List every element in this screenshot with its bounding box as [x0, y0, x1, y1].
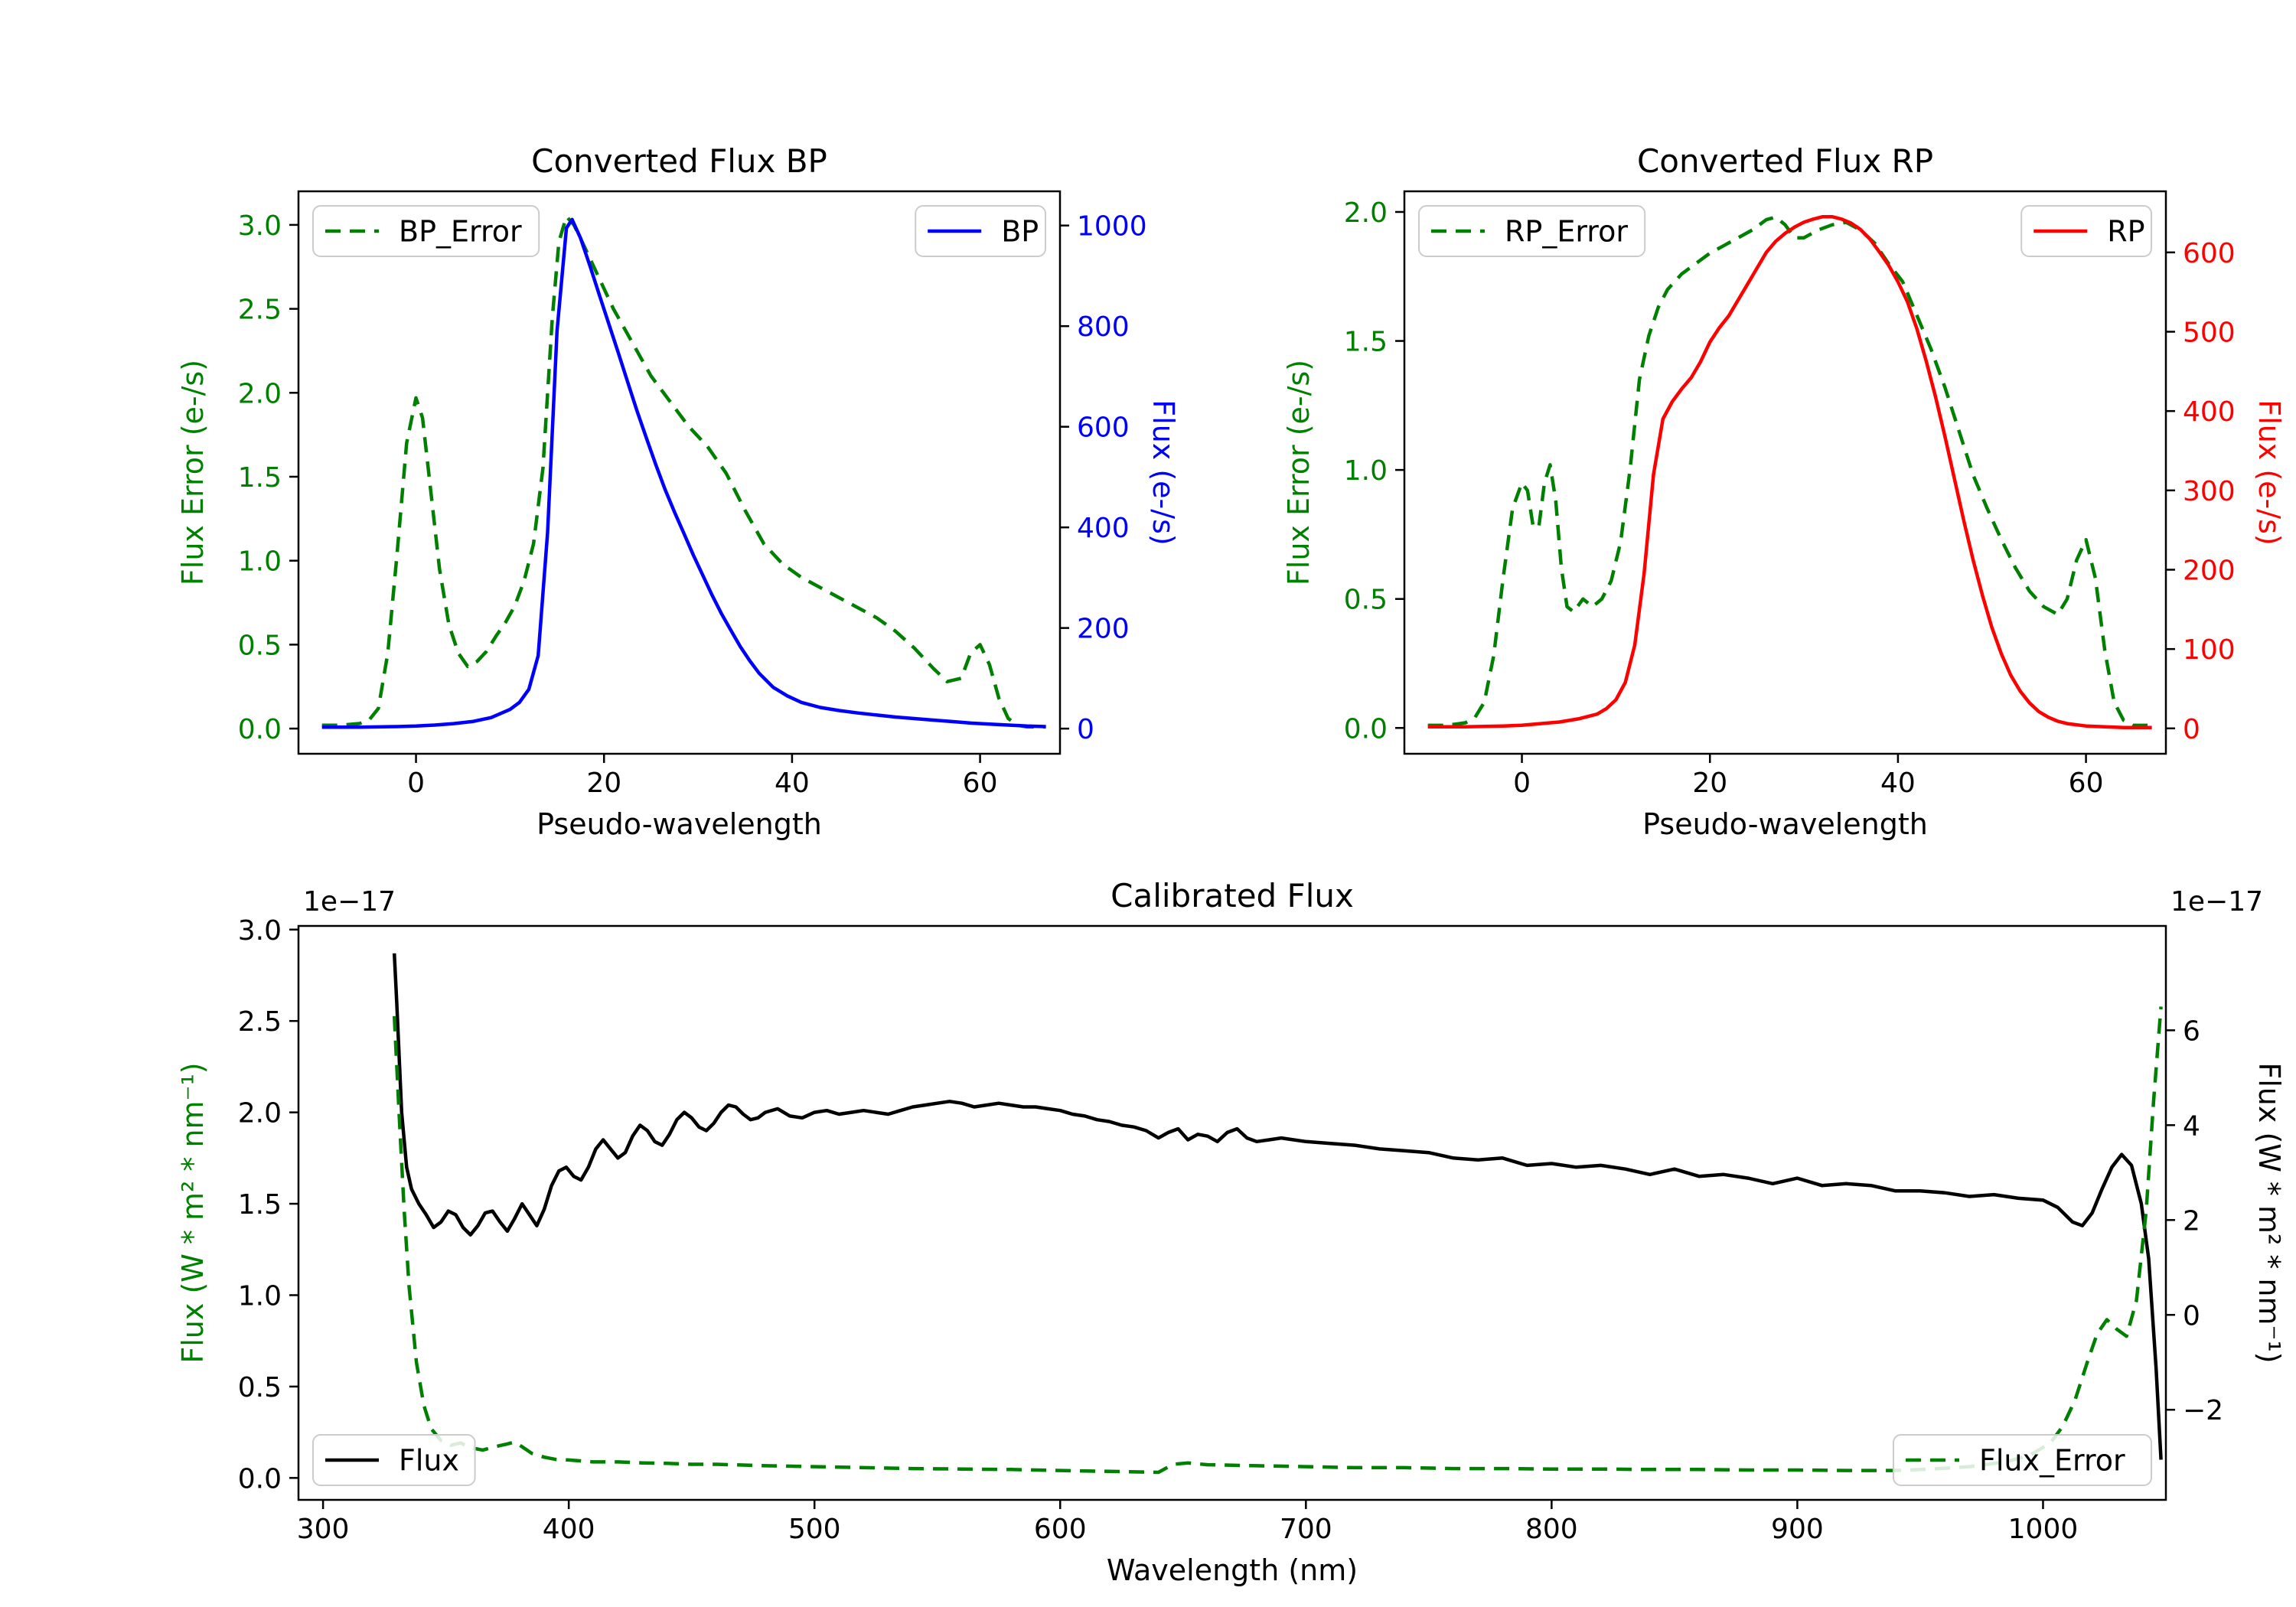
y-left-tick-label: 3.0	[238, 210, 282, 242]
y-right-tick-label: 500	[2183, 317, 2236, 348]
y-left-tick-label: 2.0	[238, 1098, 282, 1129]
x-tick-label: 600	[1034, 1514, 1087, 1545]
series-Flux_Error	[392, 1006, 2163, 1475]
x-tick-label: 40	[1880, 768, 1916, 799]
y-left-tick-label: 2.0	[238, 378, 282, 409]
x-tick-label: 800	[1525, 1514, 1578, 1545]
y-left-tick-label: 0.5	[238, 630, 282, 661]
y-right-tick-label: 0	[1077, 714, 1094, 745]
plot-border	[297, 190, 1062, 755]
chart-title: Converted Flux RP	[1637, 142, 1933, 180]
series-BP_Error	[321, 214, 1046, 729]
y-right-tick-label: 600	[2183, 238, 2236, 269]
x-tick-label: 400	[543, 1514, 595, 1545]
x-tick-label: 20	[1692, 768, 1727, 799]
y-right-axis-label: Flux (e-/s)	[2252, 399, 2286, 545]
y-right-tick-label: 100	[2183, 634, 2236, 666]
series-BP	[321, 217, 1046, 729]
x-axis-label: Pseudo-wavelength	[1642, 807, 1928, 841]
y-left-tick-label: 0.0	[238, 714, 282, 745]
x-tick-label: 60	[2069, 768, 2104, 799]
legend-label-BP: BP	[1001, 214, 1039, 248]
y-left-tick-label: 3.0	[238, 915, 282, 947]
plot-border	[297, 924, 2167, 1501]
x-axis-label: Wavelength (nm)	[1107, 1553, 1358, 1587]
y-right-tick-label: 600	[1077, 412, 1130, 444]
y-right-tick-label: 300	[2183, 476, 2236, 507]
legend-label-RP_Error: RP_Error	[1505, 214, 1628, 248]
y-left-offset-text: 1e−17	[303, 886, 396, 918]
y-left-tick-label: 0.0	[238, 1463, 282, 1495]
x-tick-label: 60	[963, 768, 998, 799]
legend-box-BP_Error	[312, 205, 540, 257]
x-tick-label: 20	[586, 768, 621, 799]
chart-calibrated-flux: 300 400 500 600 700 800 900 1000 0.0 0.5 1.0 1.5 2.0…	[176, 877, 2286, 1587]
x-tick-label: 0	[1513, 768, 1531, 799]
y-left-axis-label: Flux Error (e-/s)	[1282, 360, 1316, 585]
x-tick-label: 700	[1280, 1514, 1332, 1545]
legend-label-Flux: Flux	[399, 1443, 459, 1477]
y-left-tick-label: 1.0	[1344, 455, 1388, 487]
y-right-axis-label: Flux (e-/s)	[1146, 399, 1180, 545]
y-left-tick-label: 0.5	[1344, 585, 1388, 616]
y-left-tick-label: 2.5	[238, 295, 282, 326]
y-right-tick-label: 0	[2183, 714, 2200, 745]
x-axis-label: Pseudo-wavelength	[536, 807, 822, 841]
y-left-tick-label: 1.5	[1344, 327, 1388, 358]
y-right-tick-label: 4	[2183, 1110, 2200, 1142]
y-left-tick-label: 1.0	[238, 546, 282, 578]
x-tick-label: 500	[788, 1514, 841, 1545]
plot-border	[1403, 190, 2167, 755]
legend-box-RP_Error	[1418, 205, 1646, 257]
x-tick-label: 900	[1771, 1514, 1824, 1545]
y-right-axis-label: Flux (W * m² * nm⁻¹)	[2252, 1062, 2286, 1363]
x-tick-label: 1000	[2008, 1514, 2079, 1545]
y-right-tick-label: 800	[1077, 311, 1130, 343]
y-left-tick-label: 2.5	[238, 1006, 282, 1038]
x-tick-label: 300	[297, 1514, 350, 1545]
y-right-tick-label: 200	[1077, 614, 1130, 645]
x-tick-label: 40	[775, 768, 810, 799]
legend-box-Flux	[312, 1434, 476, 1486]
chart-converted-flux-bp: 0 20 40 60 0.0 0.5 1.0 1.5 2.0 2.5 3.0 0 200 400 600 80…	[176, 142, 1180, 841]
x-tick-label: 0	[407, 768, 425, 799]
y-left-tick-label: 2.0	[1344, 197, 1388, 229]
series-RP_Error	[1427, 215, 2152, 728]
series-RP	[1427, 214, 2152, 730]
y-right-offset-text: 1e−17	[2170, 886, 2263, 918]
y-left-axis-label: Flux (W * m² * nm⁻¹)	[176, 1062, 210, 1363]
y-left-tick-label: 0.5	[238, 1372, 282, 1403]
y-right-tick-label: 400	[1077, 513, 1130, 544]
y-right-tick-label: 2	[2183, 1205, 2200, 1237]
legend-label-BP_Error: BP_Error	[399, 214, 522, 248]
legend-label-RP: RP	[2107, 214, 2144, 248]
y-left-tick-label: 0.0	[1344, 713, 1388, 745]
y-left-tick-label: 1.0	[238, 1280, 282, 1312]
y-right-tick-label: 1000	[1077, 211, 1147, 243]
y-left-tick-label: 1.5	[238, 462, 282, 494]
series-Flux	[392, 953, 2163, 1460]
y-right-tick-label: 6	[2183, 1015, 2200, 1047]
y-left-tick-label: 1.5	[238, 1189, 282, 1221]
chart-title: Calibrated Flux	[1110, 877, 1354, 914]
legend-box-Flux_Error	[1893, 1434, 2152, 1486]
y-left-axis-label: Flux Error (e-/s)	[176, 360, 210, 585]
y-right-tick-label: 400	[2183, 396, 2236, 428]
y-right-tick-label: −2	[2183, 1395, 2223, 1426]
chart-converted-flux-rp: 0 20 40 60 0.0 0.5 1.0 1.5 2.0 0 100 200 300 400 500 60…	[1282, 142, 2286, 841]
y-right-tick-label: 0	[2183, 1300, 2200, 1332]
legend-label-Flux_Error: Flux_Error	[1979, 1443, 2125, 1477]
y-right-tick-label: 200	[2183, 555, 2236, 586]
chart-title: Converted Flux BP	[531, 142, 827, 180]
